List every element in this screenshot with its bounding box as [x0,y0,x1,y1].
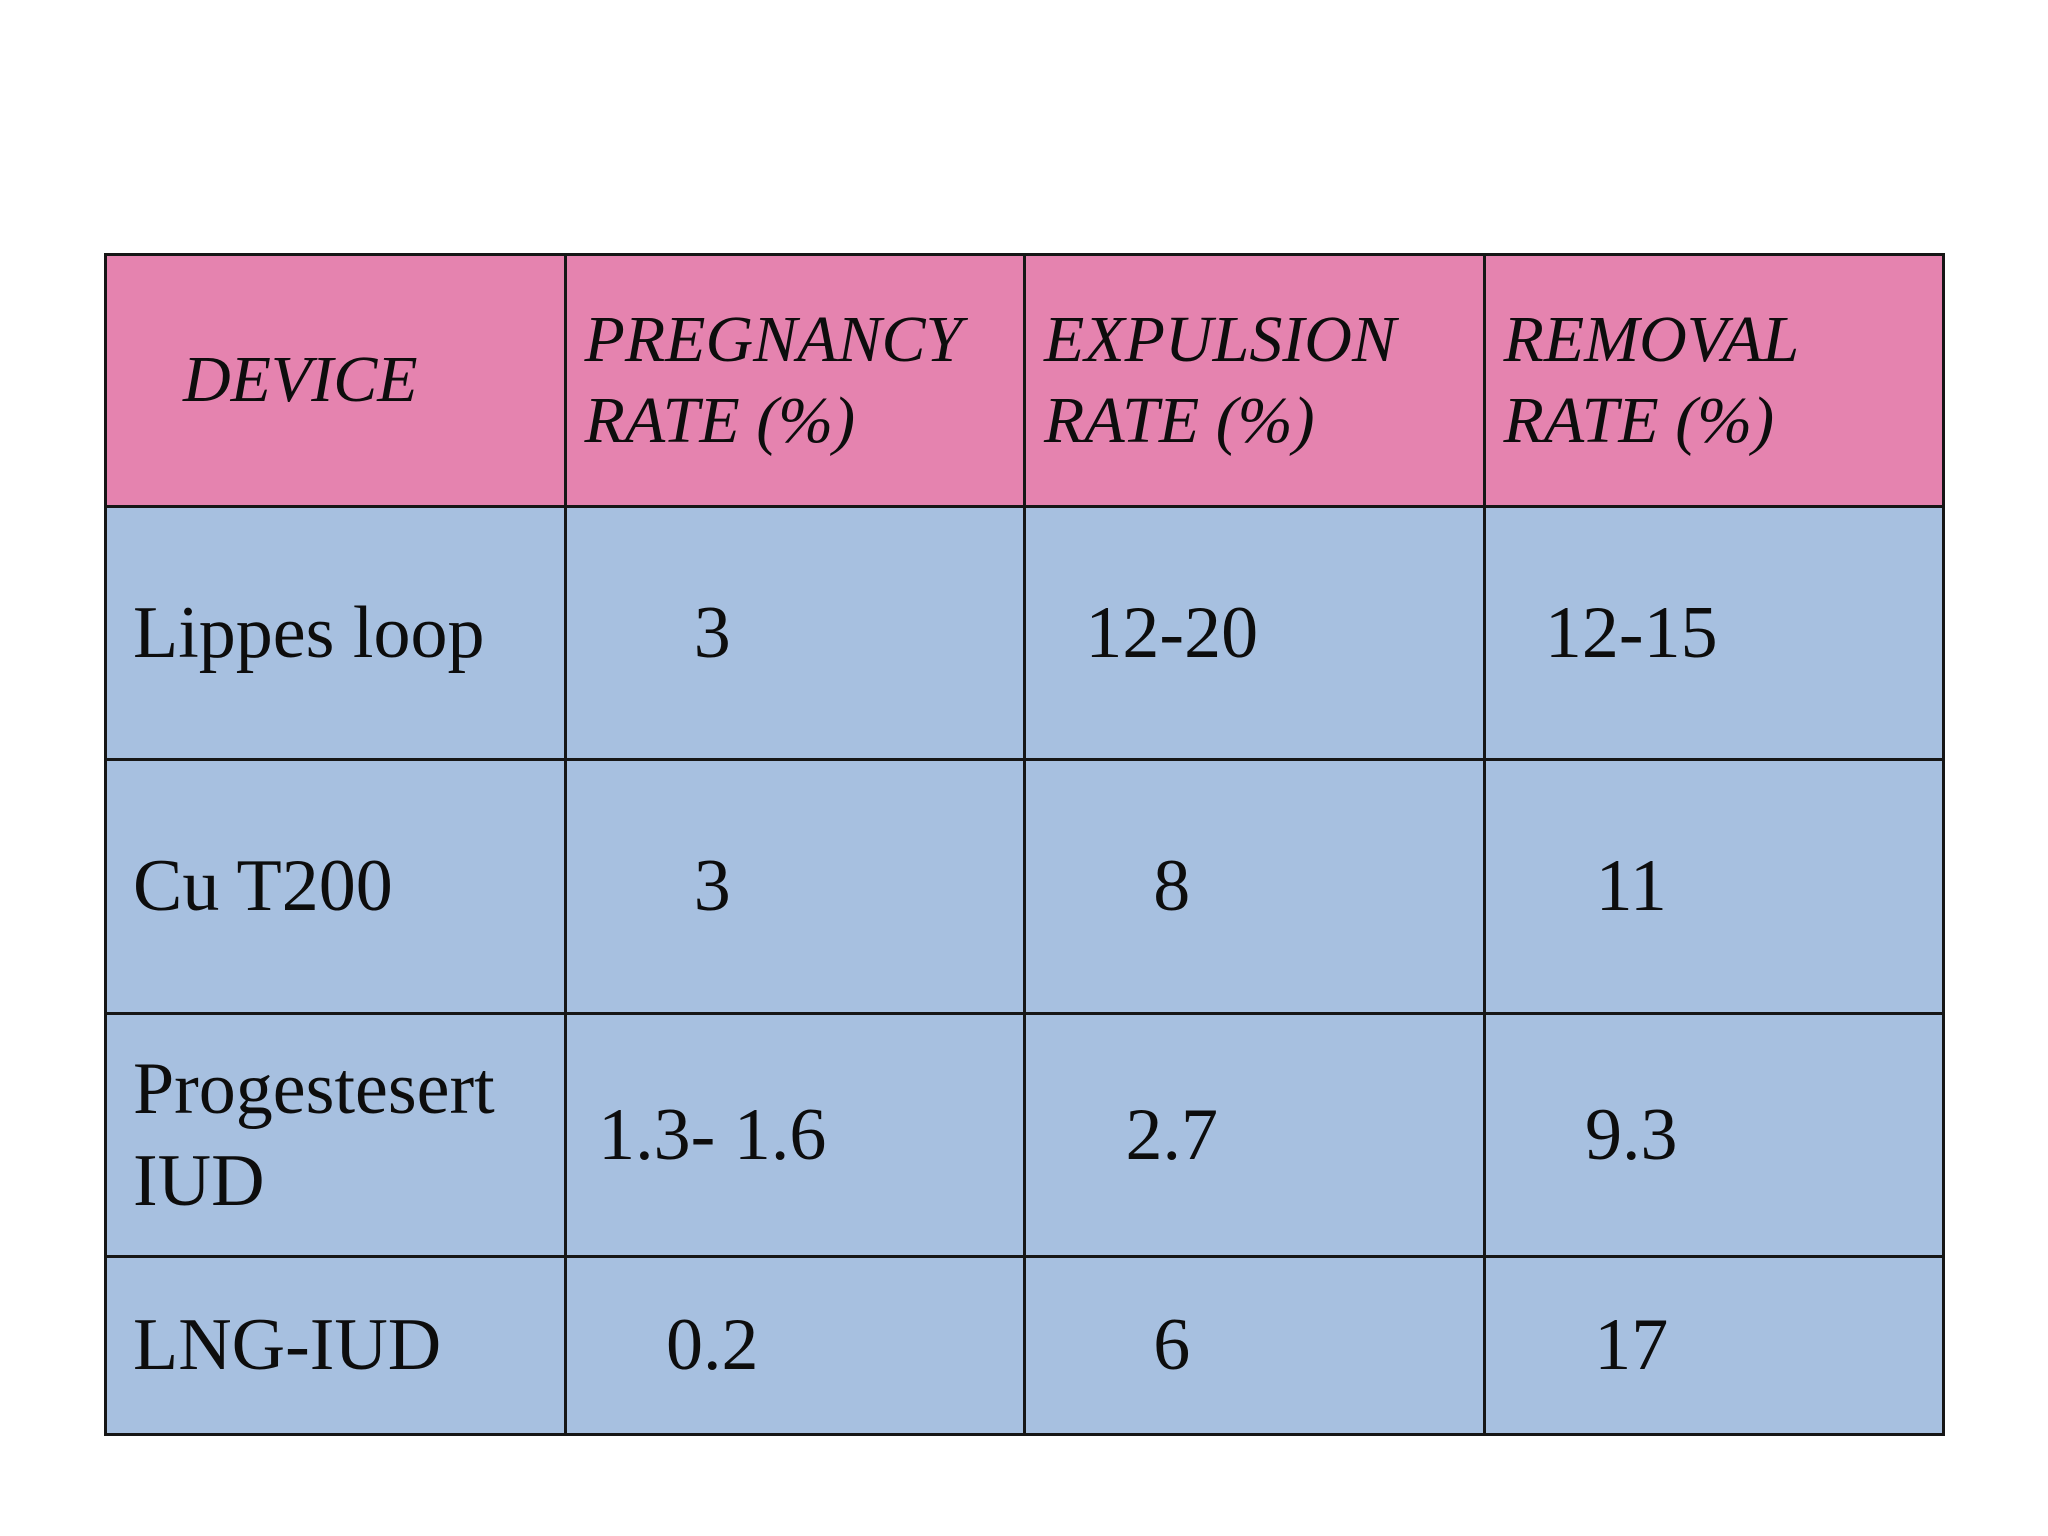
table-header-row: DEVICE PREGNANCY RATE (%) EXPULSION RATE… [104,253,1945,508]
table-row-progestesert-iud: Progestesert IUD 1.3- 1.6 2.7 9.3 [104,1012,1945,1258]
removal-rate-cell: 11 [1482,758,1945,1015]
table-row-cu-t200: Cu T200 3 8 11 [104,758,1945,1015]
device-cell: Cu T200 [104,758,567,1015]
expulsion-rate-cell: 8 [1023,758,1486,1015]
pregnancy-rate-cell: 3 [563,505,1026,761]
table-row-lng-iud: LNG-IUD 0.2 6 17 [104,1255,1945,1436]
column-header-expulsion-rate: EXPULSION RATE (%) [1023,253,1486,508]
pregnancy-rate-cell: 1.3- 1.6 [563,1012,1026,1258]
removal-rate-cell: 17 [1482,1255,1945,1436]
column-header-removal-rate: REMOVAL RATE (%) [1482,253,1945,508]
expulsion-rate-cell: 6 [1023,1255,1486,1436]
expulsion-rate-cell: 2.7 [1023,1012,1486,1258]
device-cell: Lippes loop [104,505,567,761]
device-cell: LNG-IUD [104,1255,567,1436]
pregnancy-rate-cell: 3 [563,758,1026,1015]
pregnancy-rate-cell: 0.2 [563,1255,1026,1436]
expulsion-rate-cell: 12-20 [1023,505,1486,761]
iud-complication-rates-table: DEVICE PREGNANCY RATE (%) EXPULSION RATE… [104,253,1945,1436]
device-cell: Progestesert IUD [104,1012,567,1258]
removal-rate-cell: 12-15 [1482,505,1945,761]
removal-rate-cell: 9.3 [1482,1012,1945,1258]
table-row-lippes-loop: Lippes loop 3 12-20 12-15 [104,505,1945,761]
column-header-device: DEVICE [104,253,567,508]
column-header-pregnancy-rate: PREGNANCY RATE (%) [563,253,1026,508]
